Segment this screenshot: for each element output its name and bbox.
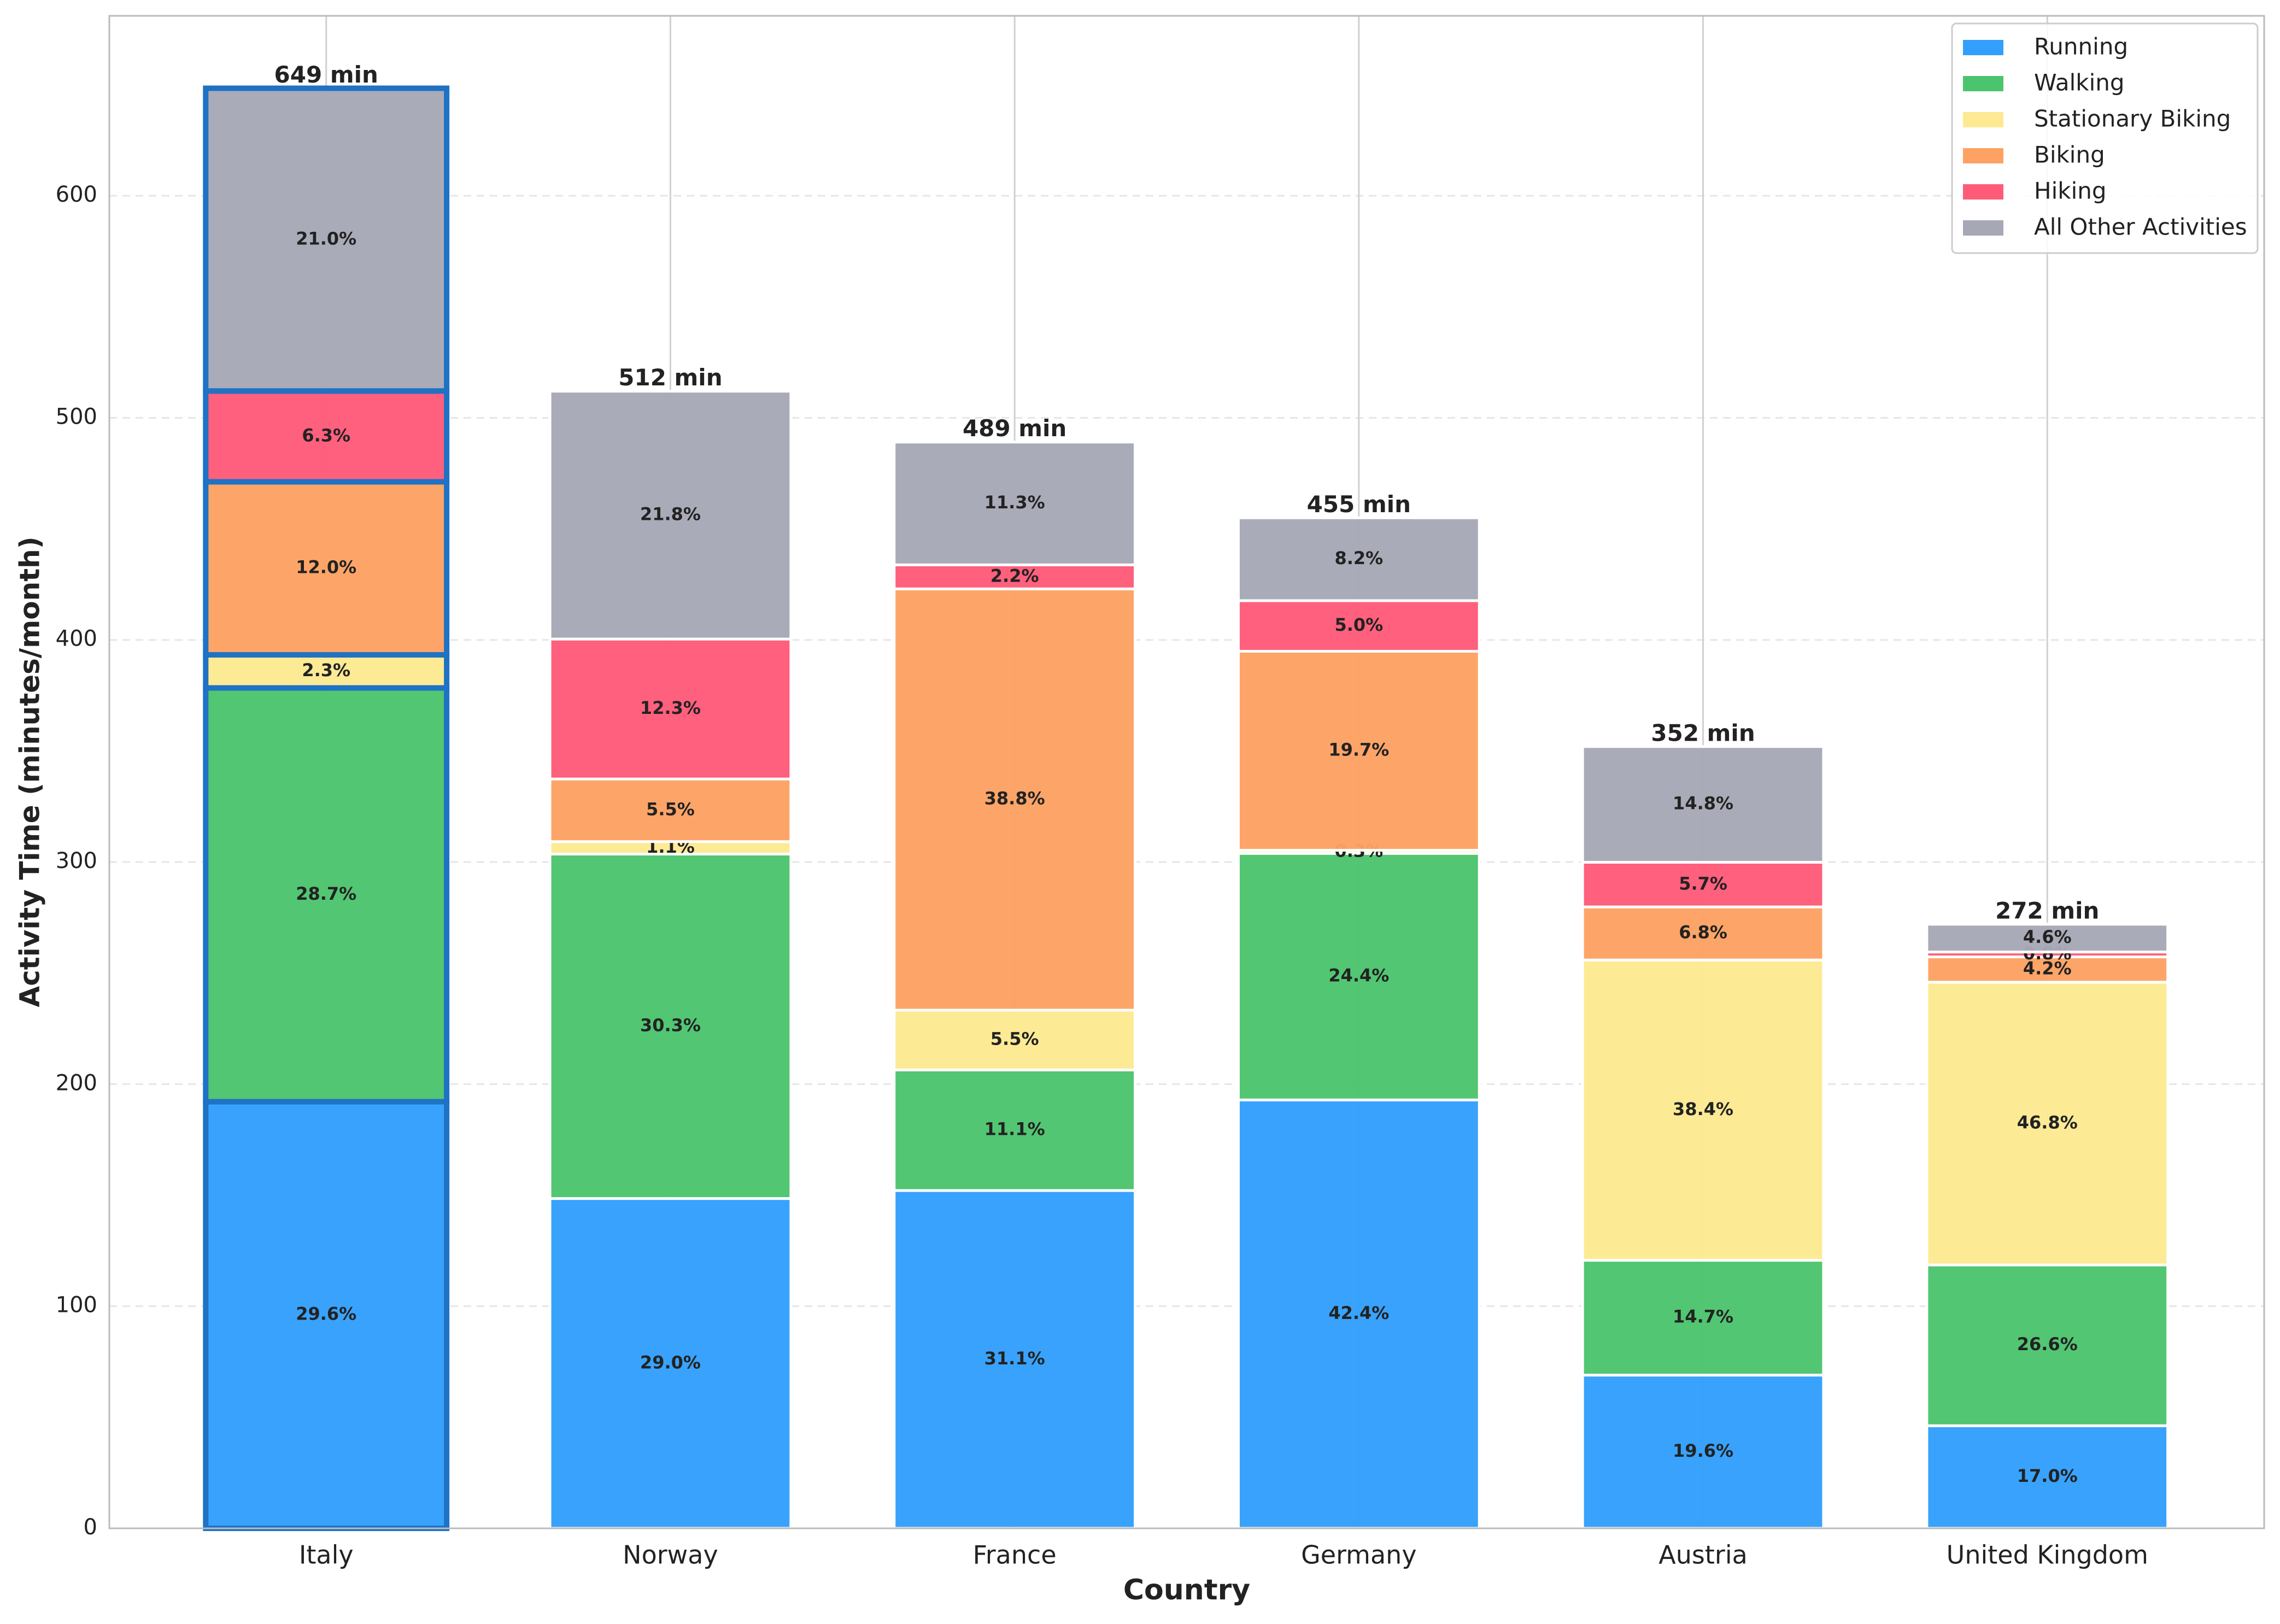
- segment-label: 5.0%: [1334, 614, 1383, 635]
- segment-label: 30.3%: [640, 1015, 701, 1036]
- segment-label: 5.5%: [990, 1029, 1039, 1050]
- y-tick-label: 100: [56, 1293, 97, 1318]
- bar-segment: [893, 1009, 1137, 1071]
- y-tick-label: 0: [84, 1515, 97, 1540]
- bar-segment: [548, 777, 793, 843]
- total-label: 489 min: [963, 415, 1066, 442]
- segment-label: 11.1%: [984, 1119, 1045, 1140]
- bar-segment: [1925, 923, 2170, 954]
- segment-label: 31.1%: [984, 1348, 1045, 1369]
- legend: Running Walking Stationary Biking Biking Hik…: [1951, 22, 2259, 254]
- bar-segment: [1925, 955, 2170, 984]
- segment-label: 14.8%: [1673, 793, 1733, 814]
- x-axis-label: Country: [1123, 1574, 1250, 1607]
- legend-swatch: [1963, 112, 2003, 127]
- bar-segment: [893, 587, 1137, 1012]
- bar-segment: [1236, 852, 1481, 1101]
- bar-segment: [1236, 599, 1481, 653]
- bar-segment: [1925, 1263, 2170, 1427]
- segment-label: 29.0%: [640, 1352, 701, 1373]
- segment-label: 4.2%: [2023, 958, 2072, 979]
- segment-label: 26.6%: [2017, 1334, 2078, 1355]
- x-tick-label: United Kingdom: [1947, 1540, 2148, 1570]
- x-tick-label: France: [973, 1540, 1057, 1570]
- bar-segment: [1581, 1259, 1825, 1377]
- x-tick-label: Austria: [1658, 1540, 1748, 1570]
- legend-swatch: [1963, 76, 2003, 91]
- segment-label: 5.5%: [646, 799, 695, 819]
- bar-segment: [548, 637, 793, 781]
- legend-label: Biking: [2034, 142, 2105, 168]
- segment-label: 28.7%: [296, 883, 356, 904]
- bar-segment: [548, 852, 793, 1200]
- segment-label: 42.4%: [1328, 1303, 1389, 1323]
- bar-segment: [1236, 649, 1481, 852]
- bar-segment: [1236, 1098, 1481, 1530]
- bar-segment: [548, 1197, 793, 1530]
- segment-label: 38.4%: [1673, 1099, 1733, 1119]
- segment-label: 6.3%: [302, 425, 350, 445]
- segment-label: 21.0%: [296, 228, 356, 249]
- segment-label: 8.2%: [1334, 548, 1383, 568]
- y-tick-label: 500: [56, 404, 97, 429]
- segment-label: 46.8%: [2017, 1112, 2078, 1133]
- segment-label: 12.0%: [296, 557, 356, 578]
- bar-segment: [1236, 516, 1481, 602]
- segment-label: 11.3%: [984, 492, 1045, 513]
- segment-label: 14.7%: [1673, 1306, 1733, 1327]
- segment-label: 21.8%: [640, 503, 701, 524]
- segment-label: 4.6%: [2023, 927, 2072, 947]
- legend-box: [1951, 22, 2259, 254]
- total-label: 512 min: [618, 364, 722, 391]
- segment-label: 12.3%: [640, 697, 701, 718]
- x-tick-label: Norway: [623, 1540, 718, 1570]
- segment-label: 2.3%: [302, 660, 350, 681]
- legend-label: Stationary Biking: [2034, 105, 2231, 132]
- bar-segment: [893, 441, 1137, 566]
- bar-segment: [1581, 905, 1825, 961]
- legend-label: All Other Activities: [2034, 214, 2247, 241]
- segment-label: 24.4%: [1328, 965, 1389, 986]
- y-tick-label: 200: [56, 1070, 97, 1095]
- bar-segment: [893, 1068, 1137, 1192]
- segment-label: 5.7%: [1679, 873, 1727, 894]
- legend-swatch: [1963, 40, 2003, 55]
- y-tick-label: 300: [56, 848, 97, 873]
- total-label: 272 min: [1995, 897, 2099, 924]
- total-label: 352 min: [1651, 719, 1755, 746]
- y-axis-label: Activity Time (minutes/month): [14, 536, 46, 1007]
- y-tick-label: 600: [56, 182, 97, 207]
- legend-label: Walking: [2034, 69, 2125, 96]
- total-label: 649 min: [274, 61, 378, 88]
- bar-segment: [1925, 981, 2170, 1267]
- segment-label: 38.8%: [984, 788, 1045, 809]
- segment-label: 19.7%: [1328, 739, 1389, 760]
- bar-segment: [548, 390, 793, 641]
- segment-label: 29.6%: [296, 1304, 356, 1324]
- segment-label: 17.0%: [2017, 1465, 2078, 1486]
- bar-segment: [1581, 958, 1825, 1262]
- total-label: 455 min: [1307, 491, 1411, 518]
- segment-label: 19.6%: [1673, 1440, 1733, 1461]
- x-tick-label: Italy: [299, 1540, 354, 1570]
- bar-segment: [893, 563, 1137, 590]
- x-tick-label: Germany: [1301, 1540, 1416, 1570]
- segment-label: 2.2%: [990, 565, 1039, 586]
- legend-swatch: [1963, 148, 2003, 163]
- bar-segment: [1581, 745, 1825, 864]
- y-tick-label: 400: [56, 626, 97, 652]
- legend-swatch: [1963, 220, 2003, 236]
- bar-segment: [203, 85, 450, 394]
- legend-label: Running: [2034, 33, 2128, 60]
- legend-label: Hiking: [2034, 178, 2107, 204]
- legend-swatch: [1963, 184, 2003, 200]
- segment-label: 6.8%: [1679, 922, 1727, 943]
- plot-frame: [108, 15, 2265, 1529]
